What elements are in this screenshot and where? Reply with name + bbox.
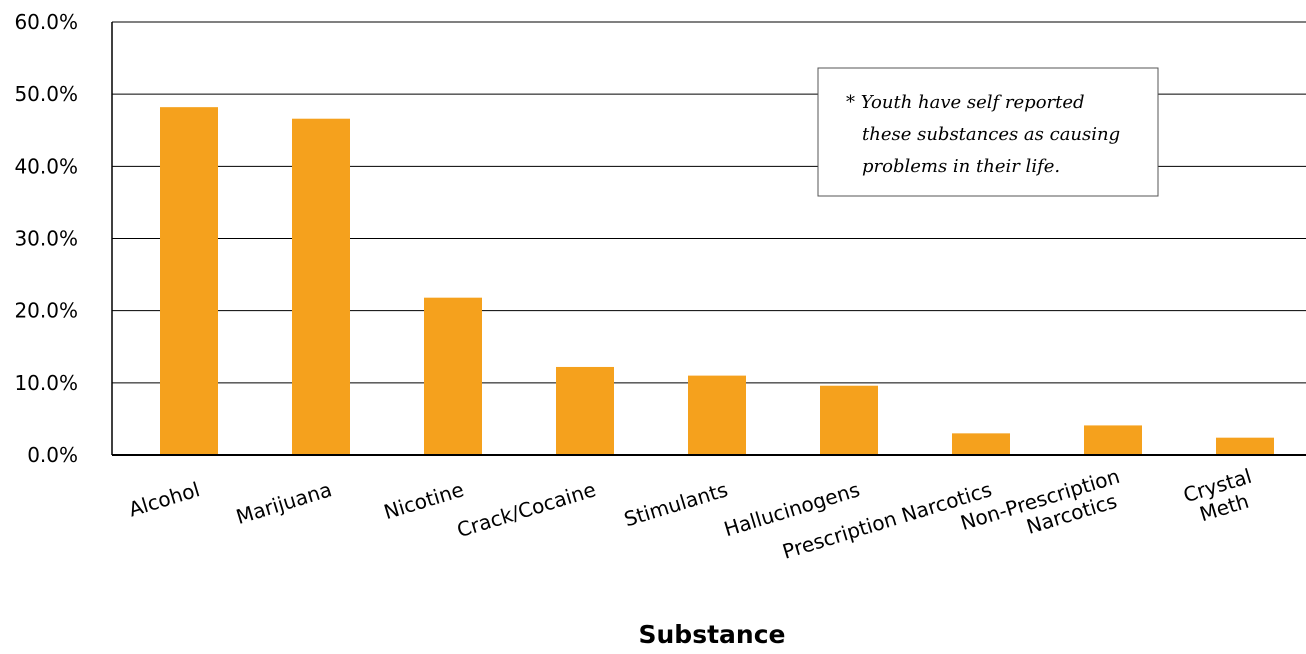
x-tick-label-line: Crack/Cocaine xyxy=(454,477,598,542)
x-tick-label: Stimulants xyxy=(621,477,730,531)
x-tick-label: CrystalMeth xyxy=(1180,464,1261,529)
bar-hallucinogens xyxy=(820,385,878,455)
bar-marijuana xyxy=(292,118,350,455)
x-tick-label-line: Nicotine xyxy=(381,477,467,524)
annotation-line-2: these substances as causing xyxy=(862,124,1120,145)
annotation-line-3: problems in their life. xyxy=(862,156,1060,177)
bars xyxy=(160,107,1274,455)
bar-stimulants xyxy=(688,375,746,455)
annotation-frame xyxy=(817,67,1159,197)
x-tick-label: Alcohol xyxy=(126,477,203,521)
bar-crack-cocaine xyxy=(556,366,614,455)
x-tick-label: Nicotine xyxy=(381,477,467,524)
bar-non-prescription-narcotics xyxy=(1084,425,1142,455)
y-tick-label: 40.0% xyxy=(14,154,78,178)
bar-prescription-narcotics xyxy=(952,433,1010,455)
y-tick-label: 0.0% xyxy=(27,443,78,467)
axes xyxy=(111,22,1306,456)
x-axis-label: Substance xyxy=(639,620,786,649)
annotation-box: * Youth have self reported these substan… xyxy=(817,67,1159,197)
annotation-line-1: * Youth have self reported xyxy=(846,92,1085,113)
y-tick-label: 50.0% xyxy=(14,82,78,106)
x-tick-label: Crack/Cocaine xyxy=(454,477,598,542)
bar-nicotine xyxy=(424,297,482,455)
y-tick-label: 20.0% xyxy=(14,299,78,323)
y-tick-label: 60.0% xyxy=(14,10,78,34)
bar-crystal-meth xyxy=(1216,437,1274,455)
x-tick-label-line: Stimulants xyxy=(621,477,730,531)
x-tick-label-line: Alcohol xyxy=(126,477,203,521)
x-tick-label-line: Marijuana xyxy=(233,477,334,529)
y-tick-labels: 0.0% 10.0% 20.0% 30.0% 40.0% 50.0% 60.0% xyxy=(14,10,78,467)
x-tick-label: Marijuana xyxy=(233,477,334,529)
y-tick-label: 10.0% xyxy=(14,371,78,395)
y-tick-label: 30.0% xyxy=(14,227,78,251)
bar-alcohol xyxy=(160,107,218,455)
